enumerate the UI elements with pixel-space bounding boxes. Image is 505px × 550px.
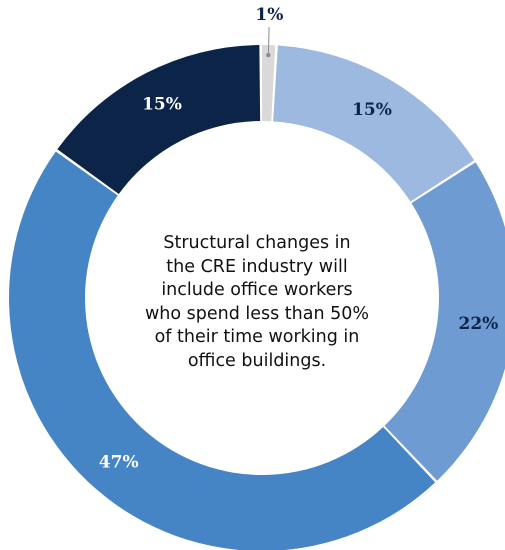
center-text-line: include office workers <box>161 280 353 300</box>
slice-label: 15% <box>352 100 392 120</box>
slice-label: 1% <box>255 5 283 25</box>
center-text-line: who spend less than 50% <box>144 303 370 324</box>
donut-slice <box>384 162 505 481</box>
center-text-line: office buildings. <box>187 350 327 371</box>
slice-label: 15% <box>142 94 182 114</box>
center-annotation: Structural changes in the CRE industry w… <box>122 232 392 373</box>
donut-slice <box>9 151 436 550</box>
donut-slices <box>9 45 505 550</box>
slice-label: 47% <box>99 452 139 472</box>
center-text-line: of their time working in <box>154 327 360 347</box>
donut-slice <box>262 45 276 122</box>
center-text-line: Structural changes in <box>163 233 351 253</box>
donut-slice <box>57 45 261 194</box>
donut-slice <box>273 45 475 202</box>
leader-dot <box>266 52 271 58</box>
leader-line <box>267 27 270 56</box>
center-text-line: the CRE industry will <box>166 256 348 277</box>
leader-line-group <box>266 27 271 58</box>
slice-label: 22% <box>459 314 499 334</box>
slice-labels: 1% 15% 22% 47% 15% <box>99 5 499 472</box>
